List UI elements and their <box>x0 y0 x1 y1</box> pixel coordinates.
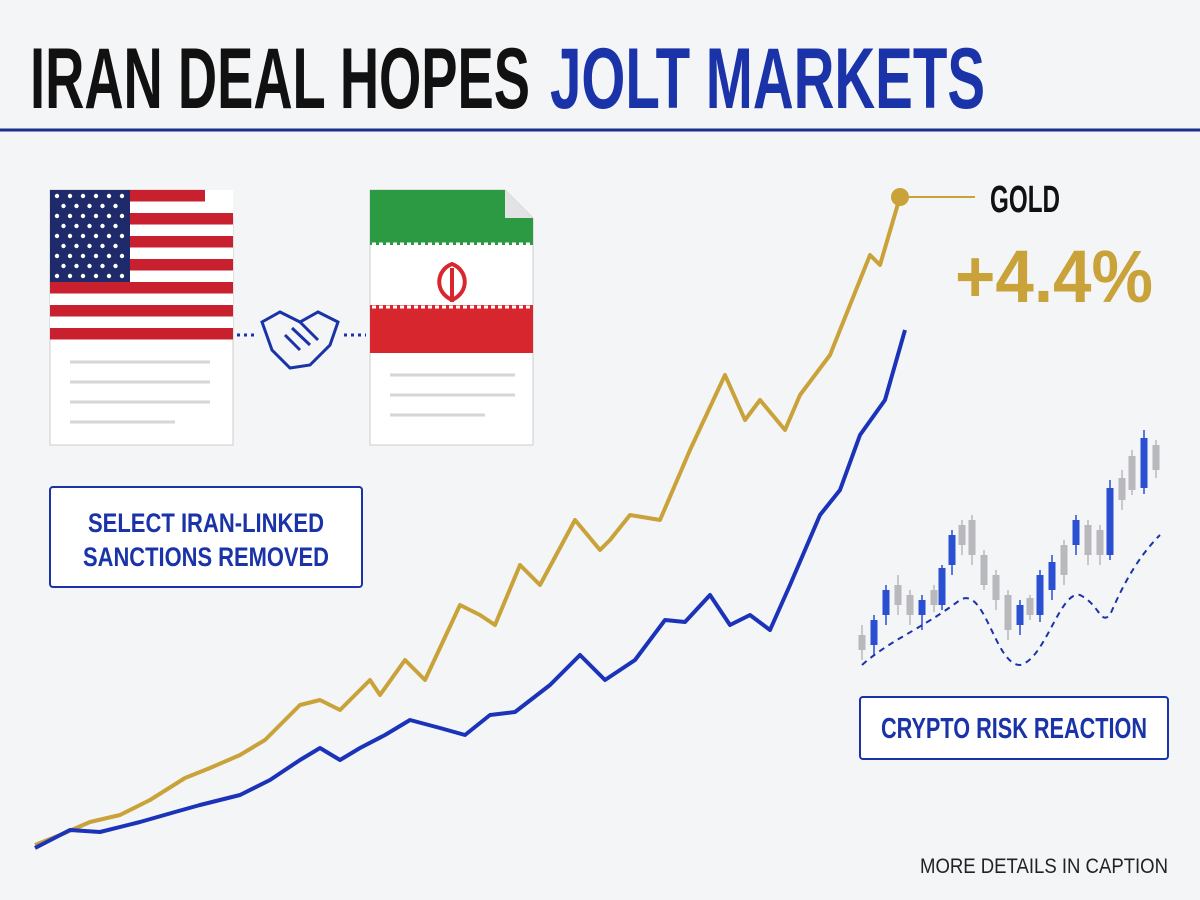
star <box>74 203 79 209</box>
star <box>106 193 112 199</box>
candle-body <box>918 600 926 615</box>
candle-body <box>858 635 866 650</box>
star <box>61 243 66 249</box>
star <box>106 233 112 239</box>
candle-body <box>1152 445 1160 470</box>
star <box>54 213 60 219</box>
star <box>61 263 66 269</box>
candle-body <box>1016 605 1024 625</box>
footer-note: MORE DETAILS IN CAPTION <box>920 855 1168 878</box>
star <box>80 233 86 239</box>
handshake-icon <box>237 310 366 370</box>
star <box>87 203 92 209</box>
candle-body <box>938 568 946 605</box>
candle-body <box>930 590 938 605</box>
gold-change: +4.4% <box>955 235 1153 318</box>
star <box>67 253 73 259</box>
star <box>100 263 105 269</box>
candle-body <box>980 555 988 585</box>
star <box>61 203 66 209</box>
star <box>100 203 105 209</box>
title-part-2: JOLT MARKETS <box>550 31 985 127</box>
star <box>119 213 125 219</box>
star <box>74 243 79 249</box>
blue-line <box>34 329 907 850</box>
star <box>113 243 118 249</box>
star <box>106 213 112 219</box>
star <box>93 253 99 259</box>
gold-line <box>34 196 902 847</box>
star <box>54 233 60 239</box>
candle-body <box>958 525 966 545</box>
star <box>67 273 73 279</box>
candle-body <box>1128 456 1136 490</box>
star <box>119 193 125 199</box>
title-part-1: IRAN DEAL HOPES <box>30 31 530 127</box>
star <box>87 223 92 229</box>
star <box>119 273 125 279</box>
star <box>80 193 86 199</box>
star <box>67 233 73 239</box>
crypto-label: CRYPTO RISK REACTION <box>881 713 1147 745</box>
crypto-trend <box>861 534 1161 667</box>
candle-body <box>1118 478 1126 500</box>
star <box>54 273 60 279</box>
star <box>93 273 99 279</box>
candle-body <box>1004 595 1012 630</box>
candle-body <box>1036 575 1044 615</box>
star <box>67 213 73 219</box>
candle-body <box>992 575 1000 600</box>
candle-body <box>1026 598 1034 615</box>
candle-body <box>1060 545 1068 575</box>
star <box>54 253 60 259</box>
gold-label: GOLD <box>990 179 1060 221</box>
candle-body <box>1048 562 1056 590</box>
star <box>93 213 99 219</box>
star <box>74 263 79 269</box>
candle-body <box>968 520 976 555</box>
crypto-candles <box>858 430 1160 660</box>
star <box>100 223 105 229</box>
candle-body <box>1140 438 1148 488</box>
star <box>87 243 92 249</box>
candle-body <box>1072 520 1080 545</box>
sanctions-box <box>49 486 363 588</box>
candle-body <box>1084 525 1092 555</box>
candle-body <box>882 590 890 615</box>
candle-body <box>948 535 956 565</box>
star <box>61 223 66 229</box>
star <box>93 233 99 239</box>
star <box>113 223 118 229</box>
gold-dot <box>891 188 909 206</box>
star <box>54 193 60 199</box>
crypto-box <box>859 696 1169 760</box>
star <box>113 203 118 209</box>
star <box>80 253 86 259</box>
star <box>119 253 125 259</box>
candle-body <box>1106 488 1114 555</box>
star <box>119 233 125 239</box>
sanctions-line-2: SANCTIONS REMOVED <box>83 542 329 572</box>
star <box>80 213 86 219</box>
iran-document <box>369 189 534 446</box>
candle-body <box>906 595 914 615</box>
star <box>113 263 118 269</box>
candle-body <box>870 620 878 645</box>
star <box>80 273 86 279</box>
star <box>74 223 79 229</box>
sanctions-line-1: SELECT IRAN-LINKED <box>88 508 324 538</box>
us-document <box>49 189 234 446</box>
star <box>93 193 99 199</box>
candle-body <box>1096 530 1104 555</box>
star <box>106 273 112 279</box>
star <box>106 253 112 259</box>
star <box>100 243 105 249</box>
star <box>67 193 73 199</box>
star <box>87 263 92 269</box>
candle-body <box>894 585 902 605</box>
